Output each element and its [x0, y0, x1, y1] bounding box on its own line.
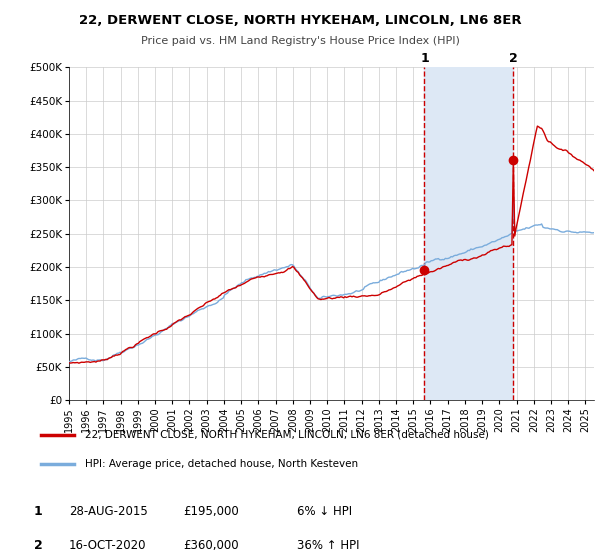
Text: 16-OCT-2020: 16-OCT-2020 [69, 539, 146, 552]
Text: 36% ↑ HPI: 36% ↑ HPI [297, 539, 359, 552]
Text: 1: 1 [34, 505, 43, 519]
Text: 22, DERWENT CLOSE, NORTH HYKEHAM, LINCOLN, LN6 8ER (detached house): 22, DERWENT CLOSE, NORTH HYKEHAM, LINCOL… [85, 430, 489, 440]
Text: HPI: Average price, detached house, North Kesteven: HPI: Average price, detached house, Nort… [85, 459, 358, 469]
Text: £360,000: £360,000 [183, 539, 239, 552]
Text: 1: 1 [420, 52, 429, 65]
Text: Price paid vs. HM Land Registry's House Price Index (HPI): Price paid vs. HM Land Registry's House … [140, 36, 460, 46]
Bar [424, 67, 513, 400]
Text: 2: 2 [34, 539, 43, 552]
Text: 22, DERWENT CLOSE, NORTH HYKEHAM, LINCOLN, LN6 8ER: 22, DERWENT CLOSE, NORTH HYKEHAM, LINCOL… [79, 14, 521, 27]
Text: 28-AUG-2015: 28-AUG-2015 [69, 505, 148, 519]
Text: 6% ↓ HPI: 6% ↓ HPI [297, 505, 352, 519]
Text: £195,000: £195,000 [183, 505, 239, 519]
Text: 2: 2 [509, 52, 517, 65]
